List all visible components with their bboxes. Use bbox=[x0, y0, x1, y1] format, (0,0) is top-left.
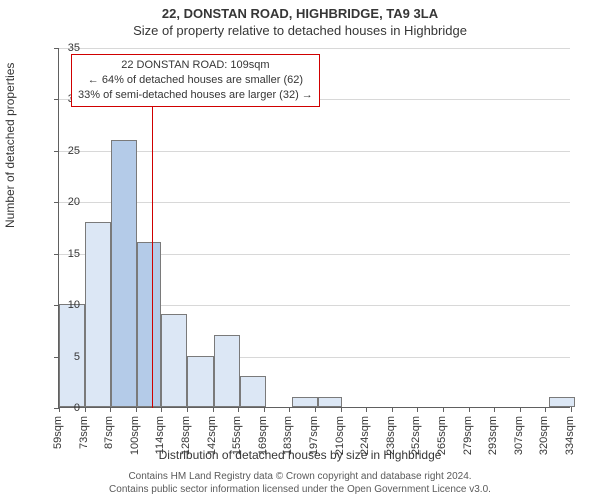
chart-container: 22, DONSTAN ROAD, HIGHBRIDGE, TA9 3LA Si… bbox=[0, 0, 600, 500]
xtick-mark bbox=[366, 407, 367, 412]
ytick-label: 0 bbox=[50, 402, 80, 414]
xtick-mark bbox=[520, 407, 521, 412]
xtick-label: 87sqm bbox=[103, 416, 115, 449]
footer-line2: Contains public sector information licen… bbox=[0, 483, 600, 496]
ytick-label: 5 bbox=[50, 351, 80, 363]
xtick-label: 100sqm bbox=[129, 416, 141, 455]
xtick-label: 128sqm bbox=[180, 416, 192, 455]
ytick-label: 10 bbox=[50, 299, 80, 311]
xtick-mark bbox=[85, 407, 86, 412]
xtick-mark bbox=[264, 407, 265, 412]
annotation-line2: ← 64% of detached houses are smaller (62… bbox=[78, 73, 313, 88]
ytick-label: 15 bbox=[50, 248, 80, 260]
xtick-mark bbox=[392, 407, 393, 412]
xtick-mark bbox=[443, 407, 444, 412]
marker-line bbox=[152, 98, 153, 408]
xtick-mark bbox=[110, 407, 111, 412]
histogram-bar bbox=[161, 314, 187, 407]
xtick-label: 224sqm bbox=[359, 416, 371, 455]
ytick-label: 25 bbox=[50, 145, 80, 157]
footer-attribution: Contains HM Land Registry data © Crown c… bbox=[0, 470, 600, 496]
annotation-box: 22 DONSTAN ROAD: 109sqm← 64% of detached… bbox=[71, 54, 320, 107]
xtick-label: 293sqm bbox=[487, 416, 499, 455]
xtick-mark bbox=[417, 407, 418, 412]
xtick-label: 183sqm bbox=[282, 416, 294, 455]
gridline-h bbox=[59, 48, 570, 49]
histogram-bar bbox=[240, 376, 266, 407]
histogram-bar bbox=[187, 356, 213, 407]
xtick-label: 307sqm bbox=[513, 416, 525, 455]
xtick-label: 210sqm bbox=[334, 416, 346, 455]
histogram-bar bbox=[111, 140, 137, 407]
xtick-mark bbox=[187, 407, 188, 412]
histogram-bar bbox=[137, 242, 161, 407]
histogram-bar bbox=[214, 335, 240, 407]
xtick-mark bbox=[545, 407, 546, 412]
xtick-label: 279sqm bbox=[462, 416, 474, 455]
xtick-mark bbox=[315, 407, 316, 412]
histogram-bar bbox=[292, 397, 318, 407]
xtick-label: 169sqm bbox=[257, 416, 269, 455]
xtick-label: 73sqm bbox=[78, 416, 90, 449]
xtick-mark bbox=[136, 407, 137, 412]
xtick-label: 334sqm bbox=[564, 416, 576, 455]
chart-title-line2: Size of property relative to detached ho… bbox=[0, 21, 600, 38]
xtick-mark bbox=[341, 407, 342, 412]
xtick-label: 114sqm bbox=[154, 416, 166, 454]
histogram-bar bbox=[549, 397, 575, 407]
xtick-mark bbox=[289, 407, 290, 412]
xtick-mark bbox=[469, 407, 470, 412]
ytick-label: 20 bbox=[50, 196, 80, 208]
xtick-mark bbox=[213, 407, 214, 412]
annotation-line3: 33% of semi-detached houses are larger (… bbox=[78, 88, 313, 103]
xtick-label: 59sqm bbox=[52, 416, 64, 449]
x-axis-label: Distribution of detached houses by size … bbox=[0, 448, 600, 462]
chart-title-line1: 22, DONSTAN ROAD, HIGHBRIDGE, TA9 3LA bbox=[0, 0, 600, 21]
xtick-mark bbox=[494, 407, 495, 412]
annotation-line1: 22 DONSTAN ROAD: 109sqm bbox=[78, 58, 313, 73]
xtick-mark bbox=[238, 407, 239, 412]
xtick-label: 238sqm bbox=[385, 416, 397, 455]
y-axis-label: Number of detached properties bbox=[3, 63, 17, 228]
histogram-bar bbox=[318, 397, 342, 407]
xtick-label: 142sqm bbox=[206, 416, 218, 455]
xtick-label: 252sqm bbox=[410, 416, 422, 455]
xtick-mark bbox=[571, 407, 572, 412]
xtick-label: 197sqm bbox=[308, 416, 320, 455]
plot-area: 22 DONSTAN ROAD: 109sqm← 64% of detached… bbox=[58, 48, 570, 408]
histogram-bar bbox=[85, 222, 111, 407]
xtick-label: 155sqm bbox=[231, 416, 243, 455]
xtick-label: 320sqm bbox=[538, 416, 550, 455]
footer-line1: Contains HM Land Registry data © Crown c… bbox=[0, 470, 600, 483]
xtick-label: 265sqm bbox=[436, 416, 448, 455]
xtick-mark bbox=[161, 407, 162, 412]
ytick-label: 35 bbox=[50, 42, 80, 54]
